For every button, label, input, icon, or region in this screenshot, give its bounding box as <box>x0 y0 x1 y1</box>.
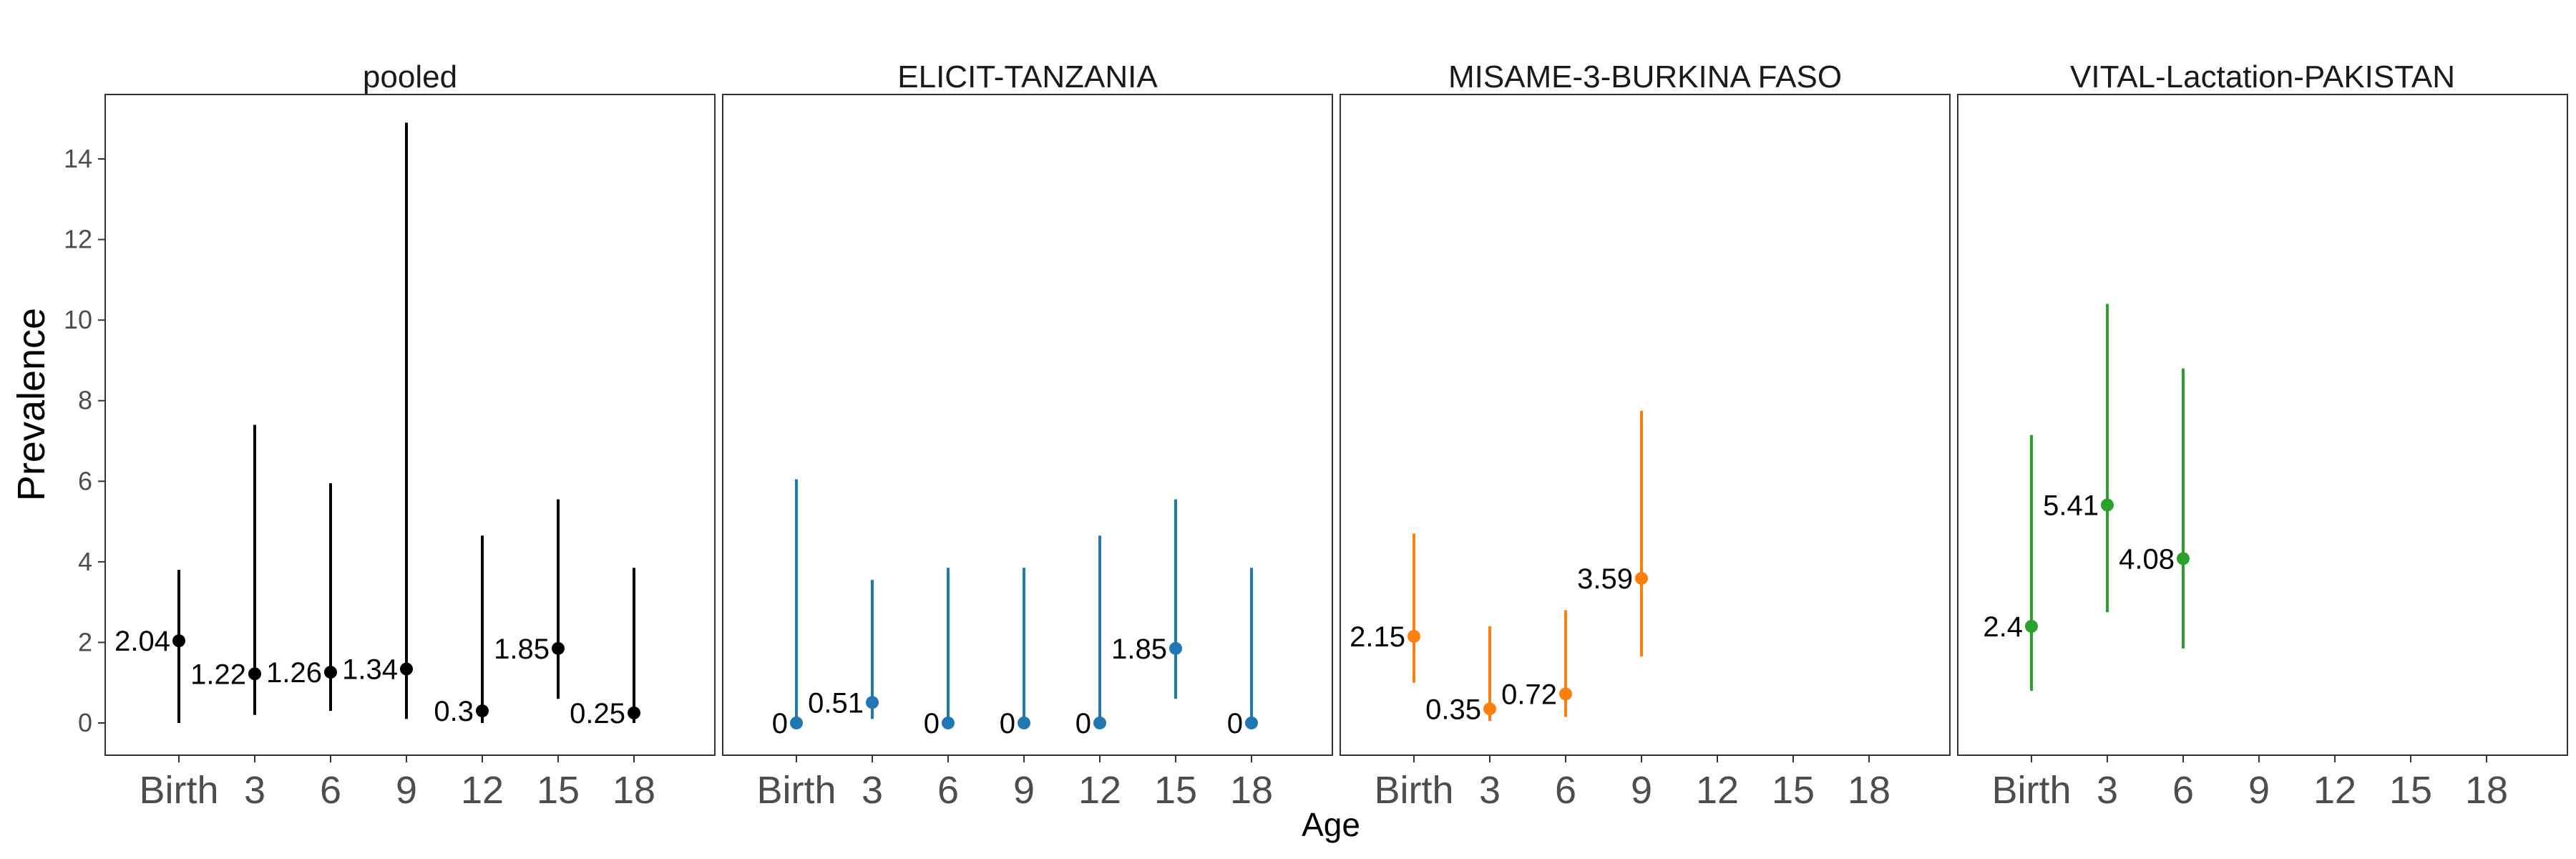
data-point <box>400 662 413 676</box>
data-label: 0.3 <box>434 696 474 727</box>
y-tick-label: 0 <box>78 708 92 737</box>
data-label: 5.41 <box>2043 490 2099 521</box>
x-tick-label: 15 <box>1154 769 1197 812</box>
panel-border <box>1340 94 1951 756</box>
data-point <box>2025 619 2038 633</box>
panel-border <box>104 94 716 756</box>
data-point <box>1093 716 1106 729</box>
facet-panel: VITAL-Lactation-PAKISTAN Birth 3 6 9 12 15 18 2.… <box>1957 59 2568 812</box>
data-label: 0 <box>924 708 940 739</box>
data-label: 2.4 <box>1983 611 2023 643</box>
data-label: 0.35 <box>1425 694 1481 725</box>
x-tick-label: 12 <box>461 769 504 812</box>
data-label: 1.26 <box>266 657 322 689</box>
x-tick-label: 18 <box>613 769 655 812</box>
x-tick-label: 12 <box>1078 769 1121 812</box>
facet-title: ELICIT-TANZANIA <box>897 59 1158 94</box>
panel-border <box>1957 94 2568 756</box>
y-tick-label: 4 <box>78 547 92 576</box>
data-point <box>2177 552 2190 566</box>
data-point <box>942 716 955 729</box>
x-tick-label: Birth <box>756 769 836 812</box>
y-tick-label: 12 <box>64 225 92 254</box>
data-point <box>2101 498 2114 512</box>
data-label: 1.34 <box>342 654 398 686</box>
data-label: 2.04 <box>114 626 170 657</box>
x-tick-label: 18 <box>1230 769 1273 812</box>
data-label: 1.85 <box>494 634 550 665</box>
x-tick-label: 3 <box>244 769 265 812</box>
x-axis-title: Age <box>1302 806 1360 843</box>
data-point <box>552 641 565 655</box>
data-label: 4.08 <box>2119 543 2175 575</box>
x-tick-label: Birth <box>139 769 218 812</box>
x-tick-label: 15 <box>1772 769 1815 812</box>
x-tick-label: 3 <box>862 769 883 812</box>
data-point <box>1407 629 1420 643</box>
data-point <box>1018 716 1030 729</box>
x-tick-label: Birth <box>1991 769 2071 812</box>
x-tick-label: 9 <box>1631 769 1652 812</box>
y-tick-label: 14 <box>64 144 92 173</box>
data-point <box>1559 687 1572 701</box>
data-label: 1.22 <box>190 659 246 690</box>
facet-title: MISAME-3-BURKINA FASO <box>1448 59 1842 94</box>
data-point <box>324 666 337 679</box>
data-point <box>866 696 879 709</box>
data-label: 3.59 <box>1577 563 1633 595</box>
data-point <box>628 706 640 719</box>
y-tick-label: 8 <box>78 386 92 415</box>
facet-title: pooled <box>363 59 457 94</box>
x-tick-label: 6 <box>2172 769 2194 812</box>
x-tick-label: 18 <box>1848 769 1890 812</box>
x-tick-label: 12 <box>1696 769 1739 812</box>
facet-panels: pooled Birth 3 6 9 12 15 18 2.04 1.22 1.26 1.34 0.3 1… <box>104 59 2568 812</box>
data-point <box>1245 716 1258 729</box>
facet-panel: ELICIT-TANZANIA Birth 3 6 9 12 15 18 0 0.51 0 0 0 1.8… <box>722 59 1333 812</box>
x-tick-label: 9 <box>396 769 417 812</box>
facet-title: VITAL-Lactation-PAKISTAN <box>2070 59 2455 94</box>
data-label: 0.51 <box>808 687 864 719</box>
data-point <box>1169 641 1182 655</box>
x-tick-label: 12 <box>2313 769 2356 812</box>
y-axis-title: Prevalence <box>10 308 53 501</box>
data-point <box>1483 702 1496 716</box>
x-tick-label: 3 <box>1479 769 1501 812</box>
data-point <box>248 667 261 681</box>
data-label: 1.85 <box>1111 634 1167 665</box>
x-tick-label: 15 <box>2389 769 2432 812</box>
data-label: 0 <box>772 708 788 739</box>
y-axis: 0 2 4 6 8 10 12 14 <box>64 144 105 737</box>
x-tick-label: 18 <box>2465 769 2508 812</box>
x-tick-label: 3 <box>2097 769 2118 812</box>
y-tick-label: 2 <box>78 627 92 656</box>
x-tick-label: 9 <box>2248 769 2270 812</box>
data-label: 0 <box>1000 708 1015 739</box>
x-tick-label: 6 <box>937 769 959 812</box>
data-label: 0 <box>1227 708 1243 739</box>
x-tick-label: Birth <box>1374 769 1453 812</box>
panel-border <box>722 94 1333 756</box>
facet-panel: pooled Birth 3 6 9 12 15 18 2.04 1.22 1.26 1.34 0.3 1… <box>104 59 716 812</box>
data-point <box>790 716 803 729</box>
x-tick-label: 6 <box>320 769 341 812</box>
data-point <box>172 634 185 648</box>
facet-panel: MISAME-3-BURKINA FASO Birth 3 6 9 12 15 18 2.15 0… <box>1340 59 1951 812</box>
x-tick-label: 15 <box>537 769 580 812</box>
data-label: 0.25 <box>570 698 625 729</box>
x-tick-label: 6 <box>1555 769 1576 812</box>
data-label: 0.72 <box>1501 679 1557 710</box>
data-point <box>476 704 489 718</box>
data-label: 0 <box>1075 708 1091 739</box>
y-tick-label: 10 <box>64 305 92 334</box>
x-tick-label: 9 <box>1013 769 1035 812</box>
data-point <box>1635 571 1648 585</box>
data-label: 2.15 <box>1350 621 1405 653</box>
y-tick-label: 6 <box>78 466 92 495</box>
